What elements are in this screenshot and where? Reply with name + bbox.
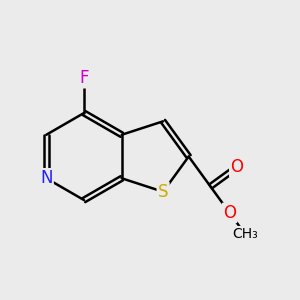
Text: S: S [158,183,168,201]
Text: N: N [40,169,52,187]
Text: CH₃: CH₃ [232,227,258,241]
Text: O: O [223,204,236,222]
Text: O: O [230,158,243,176]
Text: F: F [79,69,89,87]
